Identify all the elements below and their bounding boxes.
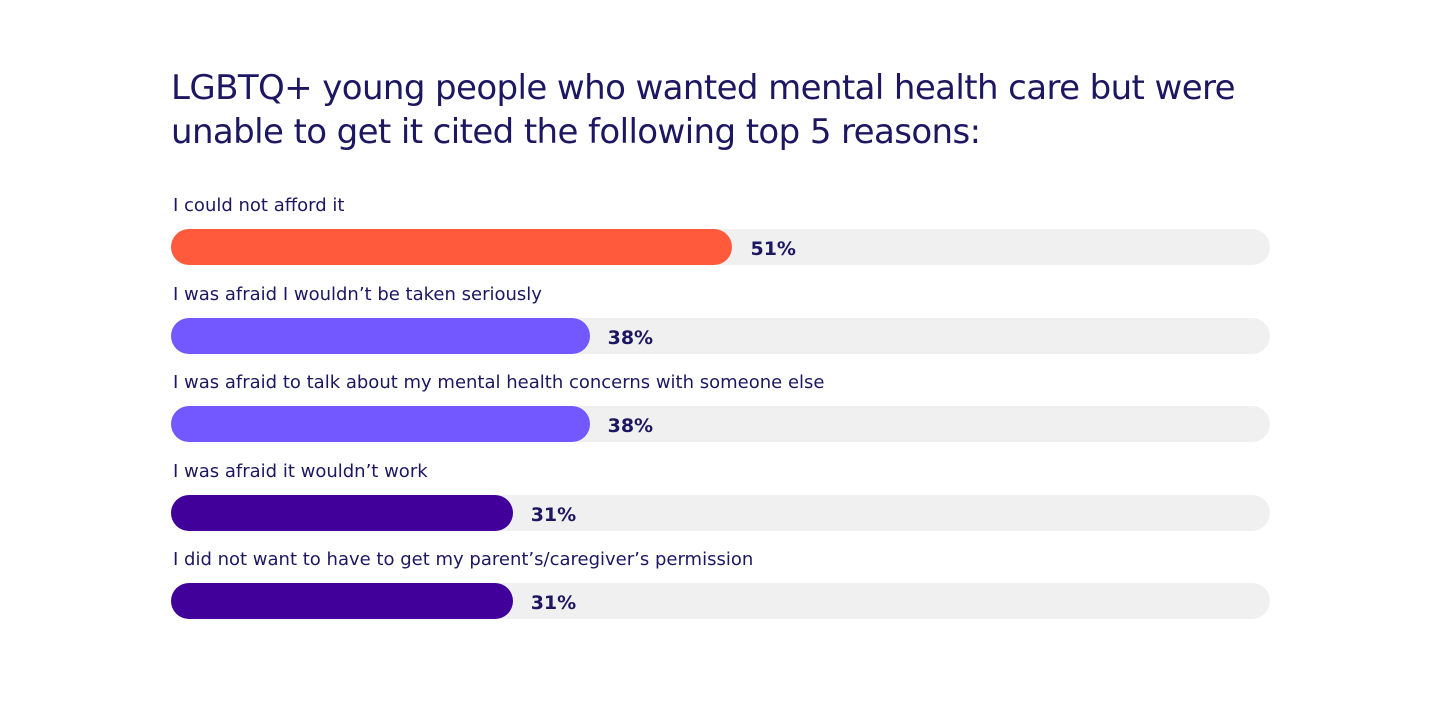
- value-label: 31%: [530, 504, 577, 526]
- value-label: 31%: [530, 592, 577, 614]
- bar-track: [171, 229, 1270, 265]
- bar-track: [171, 495, 1270, 531]
- value-label: 38%: [607, 327, 654, 349]
- bar-track: [171, 318, 1270, 354]
- bar-track: [171, 583, 1270, 619]
- bar-row: I was afraid it wouldn’t work 31%: [171, 460, 1270, 540]
- bar-row: I could not afford it 51%: [171, 194, 1270, 274]
- bar: [171, 318, 590, 354]
- value-label: 51%: [750, 238, 796, 260]
- bar-chart: LGBTQ+ young people who wanted mental he…: [171, 66, 1270, 619]
- bar: [171, 495, 513, 531]
- category-label: I was afraid to talk about my mental hea…: [173, 372, 825, 393]
- bar-track: [171, 406, 1270, 442]
- bar: [171, 583, 513, 619]
- chart-title: LGBTQ+ young people who wanted mental he…: [171, 68, 1236, 152]
- category-label: I did not want to have to get my parent’…: [173, 549, 754, 570]
- bar-row: I was afraid to talk about my mental hea…: [171, 371, 1270, 451]
- bar: [171, 229, 733, 265]
- value-label: 38%: [607, 415, 654, 437]
- category-label: I was afraid I wouldn’t be taken serious…: [173, 284, 542, 305]
- bar-row: I was afraid I wouldn’t be taken serious…: [171, 283, 1270, 363]
- bar-row: I did not want to have to get my parent’…: [171, 548, 1270, 628]
- bar: [171, 406, 590, 442]
- category-label: I could not afford it: [173, 195, 345, 216]
- category-label: I was afraid it wouldn’t work: [173, 461, 428, 482]
